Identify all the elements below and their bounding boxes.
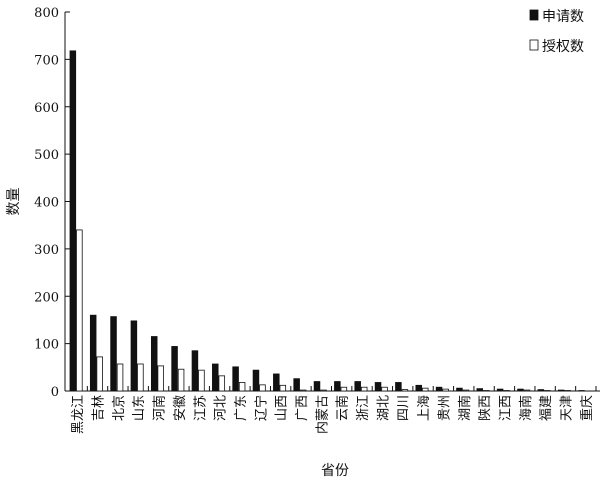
bar-grants [117, 364, 123, 391]
bar-grants [422, 388, 428, 391]
bar-applications [70, 51, 76, 391]
x-tick-label: 辽宁 [253, 395, 269, 421]
legend-label: 授权数 [542, 39, 584, 55]
bar-applications [253, 370, 259, 391]
bar-applications [335, 382, 341, 391]
x-tick-label: 福建 [539, 395, 554, 421]
bar-grants [260, 385, 266, 391]
bar-applications [416, 385, 422, 391]
x-tick-label: 江苏 [192, 395, 208, 421]
x-axis-label: 省份 [321, 463, 349, 479]
y-tick-label: 100 [34, 338, 59, 353]
bar-grants [443, 389, 449, 391]
bar-applications [314, 382, 320, 391]
bar-applications [436, 387, 442, 391]
bar-grants [463, 390, 469, 391]
bar-applications [355, 382, 361, 391]
bar-grants [219, 376, 225, 391]
bar-applications [538, 390, 544, 391]
bar-applications [90, 315, 96, 391]
legend-label: 申请数 [542, 9, 584, 25]
x-tick-label: 河北 [214, 395, 229, 421]
bar-applications [273, 374, 279, 391]
bar-grants [97, 357, 103, 391]
bar-grants [158, 366, 164, 391]
y-tick-label: 300 [34, 243, 59, 258]
x-tick-label: 贵州 [437, 395, 452, 421]
bar-applications [151, 337, 157, 391]
x-tick-label: 山西 [275, 395, 290, 421]
x-tick-label: 吉林 [92, 395, 107, 421]
bar-grants [77, 230, 83, 391]
bar-applications [396, 382, 402, 391]
x-tick-label: 山东 [132, 395, 147, 421]
x-tick-label: 黑龙江 [71, 395, 86, 434]
bar-applications [212, 364, 218, 391]
x-tick-label: 陕西 [478, 395, 493, 421]
bar-applications [518, 389, 524, 391]
x-tick-label: 江西 [498, 395, 513, 421]
y-tick-label: 0 [51, 385, 59, 400]
y-tick-label: 800 [34, 6, 59, 21]
x-tick-label: 海南 [518, 395, 534, 421]
x-tick-label: 河南 [152, 395, 168, 421]
legend-swatch [530, 10, 538, 20]
y-tick-label: 600 [34, 101, 59, 116]
x-tick-label: 广西 [295, 395, 310, 421]
y-tick-label: 500 [34, 148, 59, 163]
bar-grants [239, 382, 245, 391]
bar-applications [457, 388, 463, 391]
y-tick-label: 400 [34, 196, 59, 211]
x-tick-label: 天津 [559, 395, 574, 421]
bar-grants [341, 387, 347, 391]
bar-grants [524, 390, 530, 391]
bar-applications [497, 389, 503, 391]
x-tick-label: 重庆 [579, 395, 595, 421]
y-tick-label: 200 [34, 290, 59, 305]
bar-grants [361, 387, 367, 391]
y-tick-label: 700 [34, 53, 59, 68]
bar-grants [382, 387, 388, 391]
x-tick-label: 湖南 [457, 395, 473, 421]
bar-applications [477, 389, 483, 391]
bar-grants [178, 369, 184, 391]
bar-applications [172, 346, 178, 391]
bar-applications [131, 321, 137, 391]
bar-grants [199, 370, 205, 391]
legend-swatch [530, 40, 538, 50]
x-tick-label: 云南 [335, 395, 351, 421]
x-tick-label: 四川 [397, 395, 412, 421]
x-tick-label: 广东 [234, 395, 249, 421]
x-tick-label: 安徽 [173, 395, 188, 421]
bar-applications [558, 390, 564, 391]
x-tick-label: 内蒙古 [314, 395, 330, 434]
bar-grants [138, 364, 144, 391]
x-tick-label: 湖北 [376, 395, 391, 421]
y-axis-label: 数量 [6, 188, 22, 216]
bar-grants [321, 390, 327, 391]
bar-applications [192, 351, 198, 391]
bar-applications [233, 367, 239, 391]
bar-applications [111, 317, 117, 391]
x-tick-label: 北京 [112, 395, 127, 421]
bar-applications [375, 382, 381, 391]
bar-grants [300, 390, 306, 391]
bar-grants [280, 385, 286, 391]
x-tick-label: 上海 [417, 395, 432, 421]
x-tick-label: 浙江 [356, 395, 371, 421]
bar-applications [294, 379, 300, 391]
bar-grants [402, 390, 408, 391]
